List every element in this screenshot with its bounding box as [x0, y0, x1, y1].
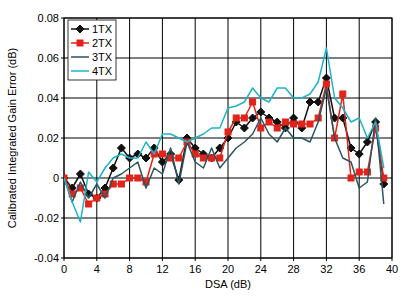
legend-swatch	[71, 70, 89, 72]
legend: 1TX 2TX 3TX 4TX	[68, 20, 116, 80]
y-tick-label: 0.04	[38, 92, 59, 104]
series-marker	[86, 201, 92, 207]
series-marker	[299, 121, 305, 127]
series-line	[64, 84, 384, 204]
series-line	[64, 88, 384, 204]
series-marker	[258, 125, 264, 131]
legend-label: 2TX	[92, 37, 113, 49]
x-tick-label: 28	[287, 263, 299, 275]
series-marker	[348, 175, 354, 181]
background	[0, 0, 407, 298]
series-marker	[109, 164, 117, 172]
x-tick-label: 40	[386, 263, 398, 275]
series-marker	[356, 169, 362, 175]
series-marker	[118, 181, 124, 187]
x-tick-label: 4	[94, 263, 100, 275]
y-axis-label: Calibrated Integrated Gain Error (dB)	[6, 48, 18, 228]
legend-swatch	[71, 56, 89, 58]
x-tick-label: 0	[61, 263, 67, 275]
series-marker	[363, 138, 371, 146]
series-marker	[159, 151, 165, 157]
x-tick-label: 36	[353, 263, 365, 275]
y-tick-label: 0.02	[38, 132, 59, 144]
series-marker	[307, 121, 313, 127]
series-marker	[200, 155, 206, 161]
series-marker	[340, 91, 346, 97]
series-marker	[142, 154, 150, 162]
series-marker	[306, 98, 314, 106]
x-tick-label: 32	[320, 263, 332, 275]
y-grid-line	[64, 218, 392, 219]
series-marker	[274, 125, 280, 131]
series-marker	[117, 144, 125, 152]
y-tick-label: 0.06	[38, 52, 59, 64]
series-marker	[209, 155, 215, 161]
series-marker	[241, 115, 247, 121]
y-tick-label: -0.02	[34, 212, 59, 224]
series-marker	[127, 175, 133, 181]
series-marker	[250, 99, 256, 105]
series-marker	[225, 129, 231, 135]
series-marker	[240, 124, 248, 132]
series-marker	[176, 155, 182, 161]
series-marker	[94, 195, 100, 201]
series-marker	[257, 108, 265, 116]
series-marker	[233, 115, 239, 121]
legend-label: 1TX	[92, 23, 113, 35]
series-marker	[355, 150, 363, 158]
x-tick-label: 16	[189, 263, 201, 275]
series-marker	[266, 119, 272, 125]
series-marker	[93, 194, 101, 202]
x-tick-label: 12	[156, 263, 168, 275]
x-tick-label: 20	[222, 263, 234, 275]
series-marker	[249, 114, 257, 122]
series-marker	[282, 119, 288, 125]
series-marker	[217, 155, 223, 161]
legend-marker	[77, 40, 83, 46]
x-tick-label: 8	[127, 263, 133, 275]
y-tick-label: 0	[53, 172, 59, 184]
y-tick-label: 0.08	[38, 12, 59, 24]
plot-frame	[64, 18, 392, 258]
chart: 0 4 8 12 16 20 24 28 32 36 40 -0.04 -0.02 0 0.02 0.04 0.…	[0, 0, 407, 298]
series-marker	[76, 170, 84, 178]
y-tick-label: -0.04	[34, 252, 59, 264]
x-axis-label: DSA (dB)	[205, 278, 251, 290]
series-marker	[323, 81, 329, 87]
legend-label: 4TX	[92, 65, 113, 77]
legend-marker	[76, 25, 84, 33]
x-tick-label: 24	[255, 263, 267, 275]
series-marker	[291, 121, 297, 127]
series-marker	[135, 175, 141, 181]
legend-label: 3TX	[92, 51, 113, 63]
series-line	[64, 48, 384, 222]
legend-box	[68, 20, 116, 80]
